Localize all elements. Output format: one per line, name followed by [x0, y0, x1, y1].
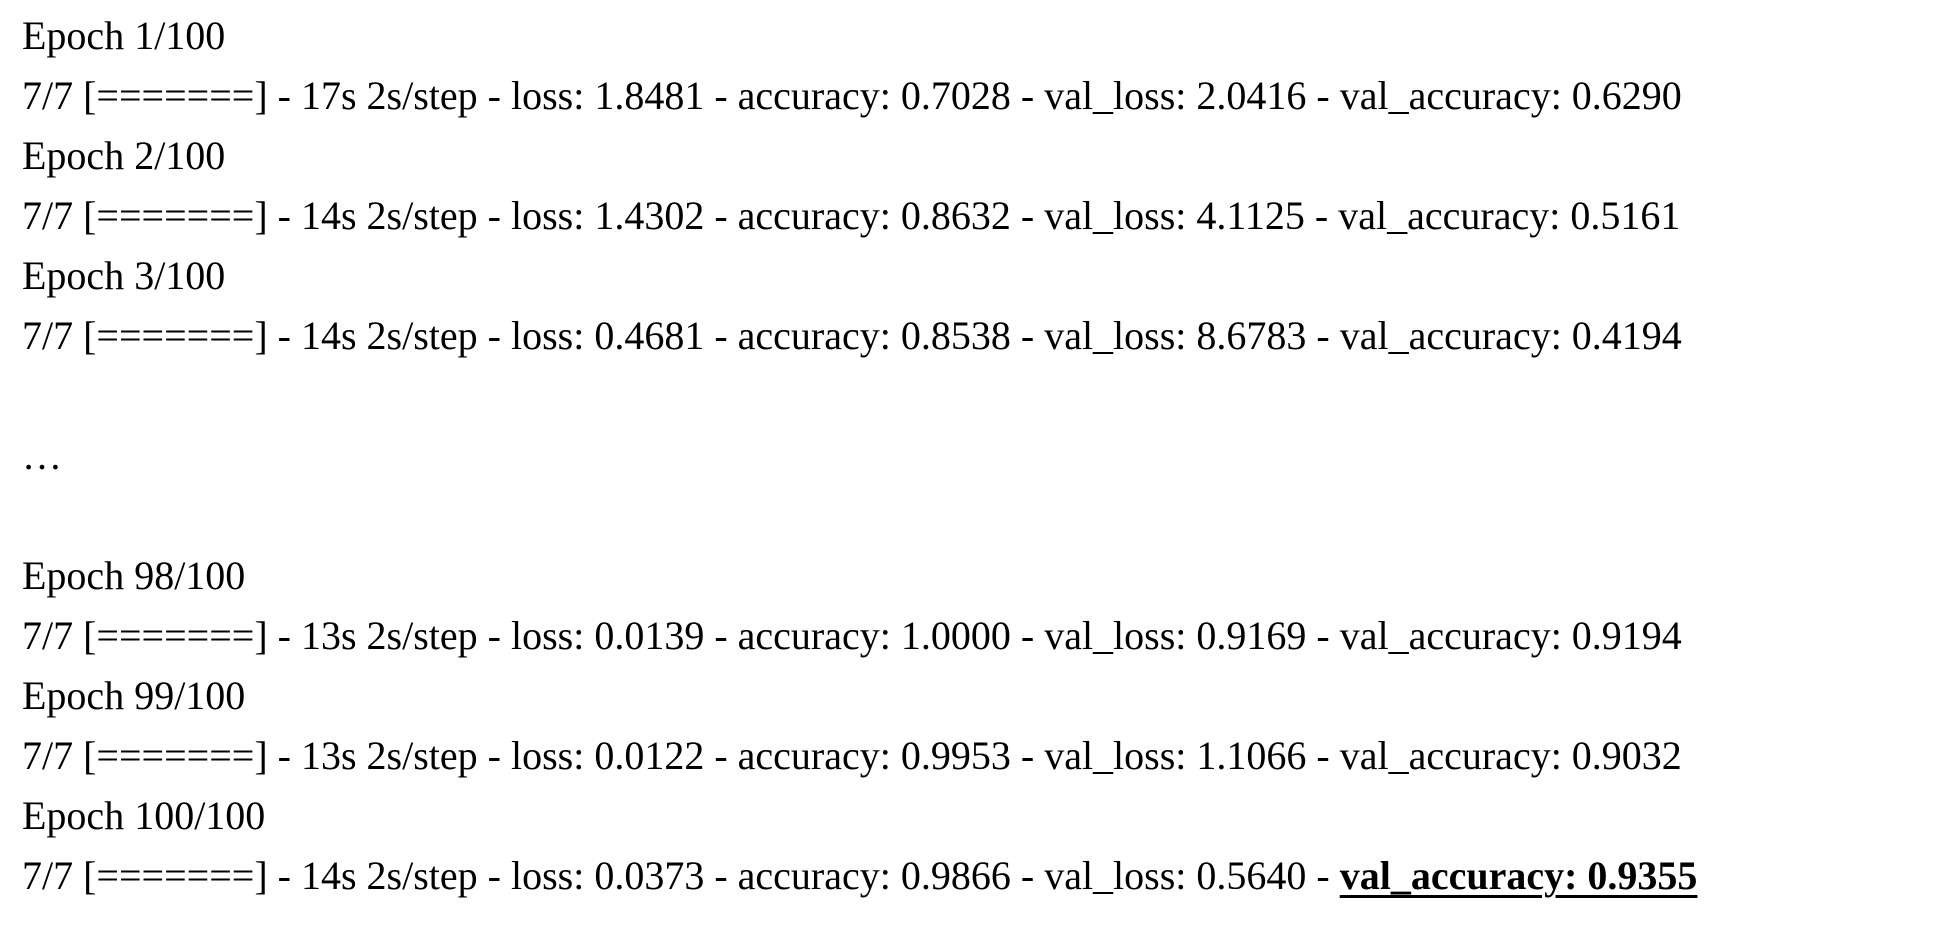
epoch-1-header: Epoch 1/100 [22, 13, 226, 58]
epoch-100-metrics-prefix: 7/7 [=======] - 14s 2s/step - loss: 0.03… [22, 853, 1340, 898]
epoch-3-header: Epoch 3/100 [22, 253, 226, 298]
epoch-2-metrics: 7/7 [=======] - 14s 2s/step - loss: 1.43… [22, 193, 1681, 238]
training-log: Epoch 1/100 7/7 [=======] - 17s 2s/step … [22, 13, 1958, 906]
epoch-98-metrics: 7/7 [=======] - 13s 2s/step - loss: 0.01… [22, 613, 1682, 658]
epoch-99-metrics: 7/7 [=======] - 13s 2s/step - loss: 0.01… [22, 733, 1682, 778]
epoch-100-metrics: 7/7 [=======] - 14s 2s/step - loss: 0.03… [22, 846, 1958, 906]
epoch-98-header: Epoch 98/100 [22, 553, 246, 598]
final-val-accuracy-highlight: val_accuracy: 0.9355 [1339, 853, 1698, 898]
epoch-3-metrics: 7/7 [=======] - 14s 2s/step - loss: 0.46… [22, 313, 1682, 358]
epoch-99-header: Epoch 99/100 [22, 673, 246, 718]
epoch-2-header: Epoch 2/100 [22, 133, 226, 178]
epoch-1-metrics: 7/7 [=======] - 17s 2s/step - loss: 1.84… [22, 73, 1682, 118]
log-ellipsis: … [22, 433, 62, 478]
epoch-100-header: Epoch 100/100 [22, 793, 266, 838]
